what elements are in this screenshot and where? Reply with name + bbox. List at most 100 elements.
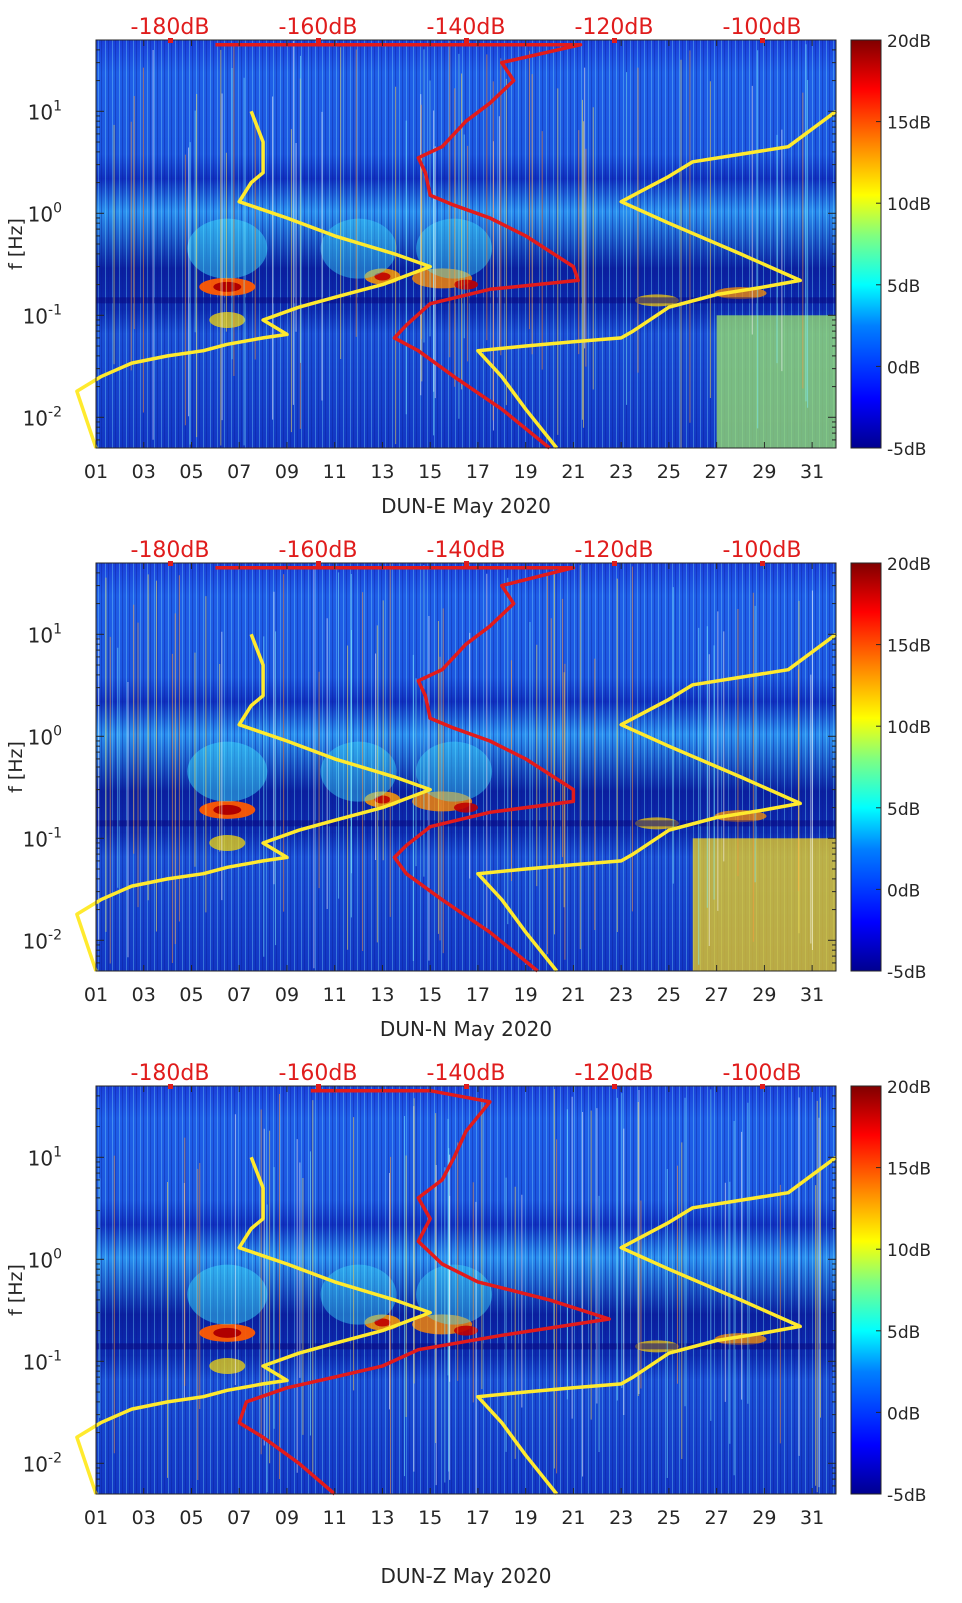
x-tick-label: 25 [657,461,681,483]
energy-blob [187,218,268,279]
x-tick-label: 01 [84,1507,108,1529]
x-tick-label: 03 [132,461,156,483]
colorbar-tick-label: 20dB [887,32,931,52]
x-tick-label: 01 [84,984,108,1006]
x-tick-label: 05 [179,984,203,1006]
x-tick-label: 21 [561,461,585,483]
top-db-tick [168,38,173,43]
colorbar-tick-label: 10dB [887,195,931,215]
x-tick-label: 05 [179,461,203,483]
energy-blob [374,272,391,281]
energy-blob [209,311,246,328]
top-db-label: -160dB [279,1061,358,1086]
top-db-label: -120dB [575,538,654,563]
yellow-curve-0 [75,633,432,972]
x-tick-label: 29 [752,1507,776,1529]
colorbar-tick-label: 5dB [887,1323,920,1343]
x-tick-label: 01 [84,461,108,483]
colorbar-tick-label: 15dB [887,114,931,134]
colorbar-tick-label: 20dB [887,1078,931,1098]
yellow-curve-1 [476,1155,838,1496]
energy-blob [416,1264,493,1325]
energy-blob [320,741,397,802]
energy-blob [374,1318,391,1327]
x-tick-label: 31 [800,984,824,1006]
y-tick-label: 100 [28,1246,62,1272]
energy-blob [320,218,397,279]
x-tick-label: 11 [323,1507,347,1529]
y-tick-label: 101 [28,1144,62,1170]
x-tick-label: 29 [752,461,776,483]
colorbar [850,562,882,972]
x-tick-label: 23 [609,1507,633,1529]
x-tick-label: 13 [370,1507,394,1529]
top-db-tick [316,1084,321,1089]
x-axis-label: DUN-N May 2020 [380,1017,552,1041]
colorbar-tick-label: 15dB [887,637,931,657]
energy-blob [374,795,391,804]
top-db-label: -100dB [723,538,802,563]
x-tick-label: 23 [609,461,633,483]
yellow-curve-1 [476,632,838,973]
x-tick-label: 17 [466,984,490,1006]
x-tick-label: 09 [275,1507,299,1529]
x-tick-label: 11 [323,984,347,1006]
colorbar-tick-label: -5dB [887,440,926,460]
heatmap-texture [96,40,836,448]
spectrogram-panel-dun-n: 01 03 05 07 09 11 13 15 17 19 21 23 25 27 29 31 10-2 10-1… [5,538,931,1041]
colorbar-tick-label: 20dB [887,555,931,575]
colorbar-tick-label: -5dB [887,1486,926,1506]
top-db-label: -160dB [279,538,358,563]
energy-blob [187,741,268,802]
x-tick-label: 05 [179,1507,203,1529]
heatmap-texture [96,1086,836,1494]
top-db-tick [464,38,469,43]
top-db-label: -140dB [427,15,506,40]
noise-block [716,315,836,448]
dark-band [96,820,836,827]
x-tick-label: 11 [323,461,347,483]
x-tick-label: 19 [514,984,538,1006]
x-tick-label: 17 [466,1507,490,1529]
colorbar-tick-label: 5dB [887,277,920,297]
top-db-label: -120dB [575,15,654,40]
yellow-curve-1 [476,109,838,450]
energy-blob [187,1264,268,1325]
x-tick-label: 09 [275,461,299,483]
top-db-tick [464,561,469,566]
x-tick-label: 25 [657,1507,681,1529]
top-db-label: -180dB [131,538,210,563]
top-db-label: -160dB [279,15,358,40]
energy-blob [209,1357,246,1374]
x-tick-label: 27 [705,984,729,1006]
colorbar-tick-label: 10dB [887,1241,931,1261]
colorbar-tick-label: 0dB [887,358,920,378]
colorbar [850,39,882,449]
y-tick-label: 100 [28,200,62,226]
top-db-tick [612,561,617,566]
y-axis-label: f [Hz] [5,218,27,270]
x-tick-label: 25 [657,984,681,1006]
energy-blob [416,741,493,802]
energy-blob [209,834,246,851]
x-tick-label: 27 [705,461,729,483]
x-tick-label: 27 [705,1507,729,1529]
x-tick-label: 03 [132,984,156,1006]
energy-blob [213,804,242,815]
energy-blob [213,281,242,292]
x-tick-label: 07 [227,461,251,483]
top-db-tick [612,1084,617,1089]
top-db-tick [760,38,765,43]
top-db-tick [760,1084,765,1089]
spectrogram-panel-dun-e: 01 03 05 07 09 11 13 15 17 19 21 23 25 27 29 31 10-2 10-1… [5,15,931,518]
x-tick-label: 03 [132,1507,156,1529]
top-db-tick [316,38,321,43]
top-db-label: -140dB [427,1061,506,1086]
x-tick-label: 19 [514,461,538,483]
top-db-label: -140dB [427,538,506,563]
energy-blob [320,1264,397,1325]
dark-band [96,1343,836,1350]
x-tick-label: 21 [561,984,585,1006]
colorbar-tick-label: 5dB [887,800,920,820]
y-tick-label: 10-1 [23,302,62,328]
